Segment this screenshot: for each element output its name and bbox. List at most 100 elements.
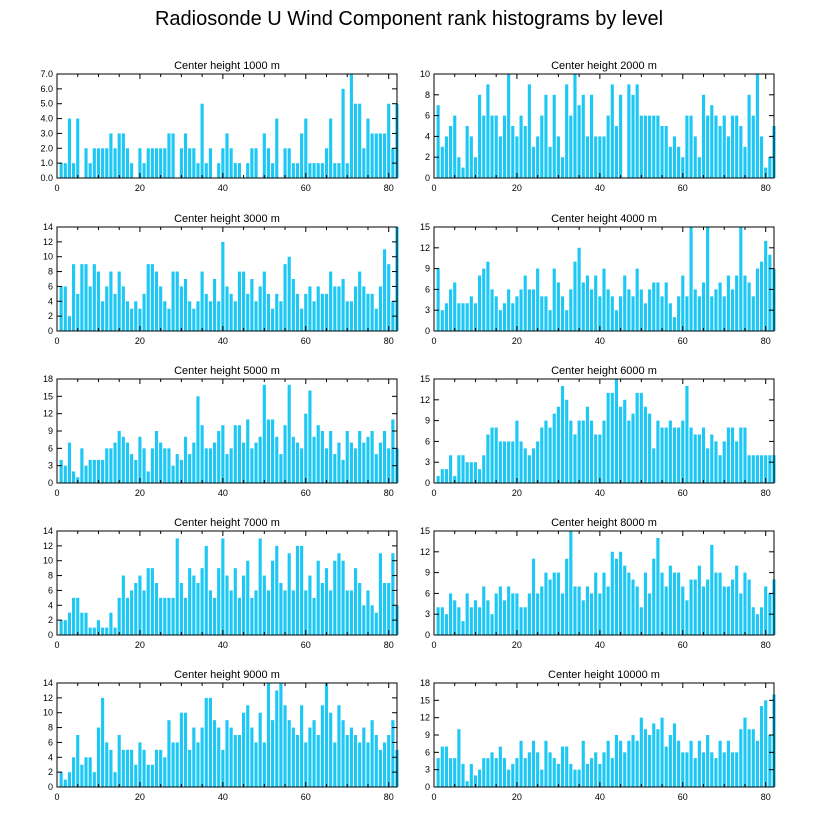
histogram-bar (573, 74, 577, 178)
y-tick-label: 6 (425, 111, 430, 121)
histogram-bar (693, 579, 697, 635)
y-tick-label: 0 (48, 326, 53, 336)
histogram-bar (739, 126, 743, 178)
histogram-bar (672, 572, 677, 635)
histogram-bar (540, 115, 544, 178)
histogram-bar (349, 727, 353, 787)
histogram-bar (387, 103, 391, 178)
y-tick-label: 2 (48, 311, 53, 321)
histogram-bar (598, 593, 602, 635)
histogram-bar (486, 600, 490, 635)
histogram-bar (304, 413, 308, 483)
histogram-bar (358, 742, 362, 787)
histogram-bar (370, 431, 374, 483)
histogram-bar (722, 296, 726, 331)
x-tick-label: 20 (135, 792, 145, 802)
histogram-bar (117, 133, 121, 178)
y-tick-label: 6 (425, 747, 430, 757)
histogram-bar (577, 420, 581, 483)
y-tick-label: 0 (425, 478, 430, 488)
histogram-bar (444, 614, 449, 635)
histogram-bar (88, 286, 92, 331)
histogram-bar (382, 249, 387, 331)
x-tick-label: 20 (512, 488, 522, 498)
histogram-bar (652, 282, 656, 331)
histogram-bar (271, 308, 275, 331)
histogram-bar (544, 572, 548, 635)
x-tick-label: 20 (135, 488, 145, 498)
histogram-bar (527, 289, 531, 331)
histogram-bar (693, 136, 697, 178)
histogram-bar (619, 94, 623, 178)
x-tick-label: 40 (595, 640, 605, 650)
histogram-bar (237, 163, 242, 178)
histogram-bar (656, 420, 660, 483)
histogram-bar (159, 286, 163, 331)
histogram-bar (275, 436, 279, 483)
histogram-bar (614, 379, 619, 483)
histogram-bar (531, 146, 536, 178)
histogram-bar (577, 769, 581, 787)
histogram-bar (465, 462, 469, 483)
histogram-bar (502, 441, 507, 483)
y-tick-label: 15 (420, 374, 430, 384)
histogram-bar (718, 740, 722, 787)
histogram-bar (167, 308, 171, 331)
histogram-bar (221, 148, 225, 178)
histogram-bar (378, 553, 382, 635)
histogram-bar (320, 293, 324, 331)
histogram-bar (606, 392, 610, 483)
panel-2: Center height 2000 m 0 20 40 60 80 0 2 4 6 8 10 (420, 60, 776, 193)
histogram-bar (150, 264, 154, 331)
histogram-bar (594, 572, 598, 635)
histogram-bar (246, 163, 250, 178)
histogram-bar (171, 465, 175, 483)
histogram-bar (614, 558, 619, 635)
histogram-bar (507, 769, 511, 787)
histogram-bar (764, 586, 768, 635)
histogram-bar (204, 448, 208, 483)
histogram-bar (237, 597, 242, 635)
histogram-bar (283, 705, 287, 787)
histogram-bar (726, 427, 730, 483)
histogram-bar (154, 271, 159, 331)
histogram-bar (179, 583, 183, 635)
x-tick-label: 20 (135, 183, 145, 193)
histogram-bar (498, 586, 502, 635)
histogram-bar (76, 293, 80, 331)
histogram-bar (511, 303, 515, 331)
histogram-bar (482, 268, 486, 331)
histogram-bar (755, 455, 759, 483)
histogram-bar (59, 772, 63, 787)
histogram-bar (117, 597, 121, 635)
histogram-bar (217, 301, 221, 331)
y-tick-label: 9 (425, 568, 430, 578)
histogram-bar (610, 392, 614, 483)
y-tick-label: 0.0 (40, 173, 53, 183)
histogram-bar (722, 441, 726, 483)
histogram-bar (229, 448, 233, 483)
histogram-bar (366, 742, 370, 787)
histogram-bar (469, 296, 473, 331)
y-tick-label: 6 (425, 588, 430, 598)
histogram-bar (602, 268, 606, 331)
histogram-bar (92, 459, 96, 483)
plot-frame (433, 73, 775, 179)
histogram-bar (382, 583, 387, 635)
histogram-bar (710, 752, 714, 787)
histogram-bar (362, 148, 366, 178)
histogram-bar (208, 301, 212, 331)
histogram-bar (67, 612, 72, 635)
histogram-bar (689, 227, 693, 331)
histogram-bar (250, 279, 254, 331)
histogram-bar (573, 769, 577, 787)
histogram-bar (697, 157, 701, 178)
histogram-bar (619, 406, 623, 483)
histogram-bar (101, 148, 105, 178)
figure-title: Radiosonde U Wind Component rank histogr… (154, 8, 664, 30)
histogram-bar (175, 271, 179, 331)
histogram-bar (594, 752, 598, 787)
histogram-bar (378, 442, 382, 483)
x-tick-label: 20 (512, 792, 522, 802)
histogram-bar (96, 148, 101, 178)
